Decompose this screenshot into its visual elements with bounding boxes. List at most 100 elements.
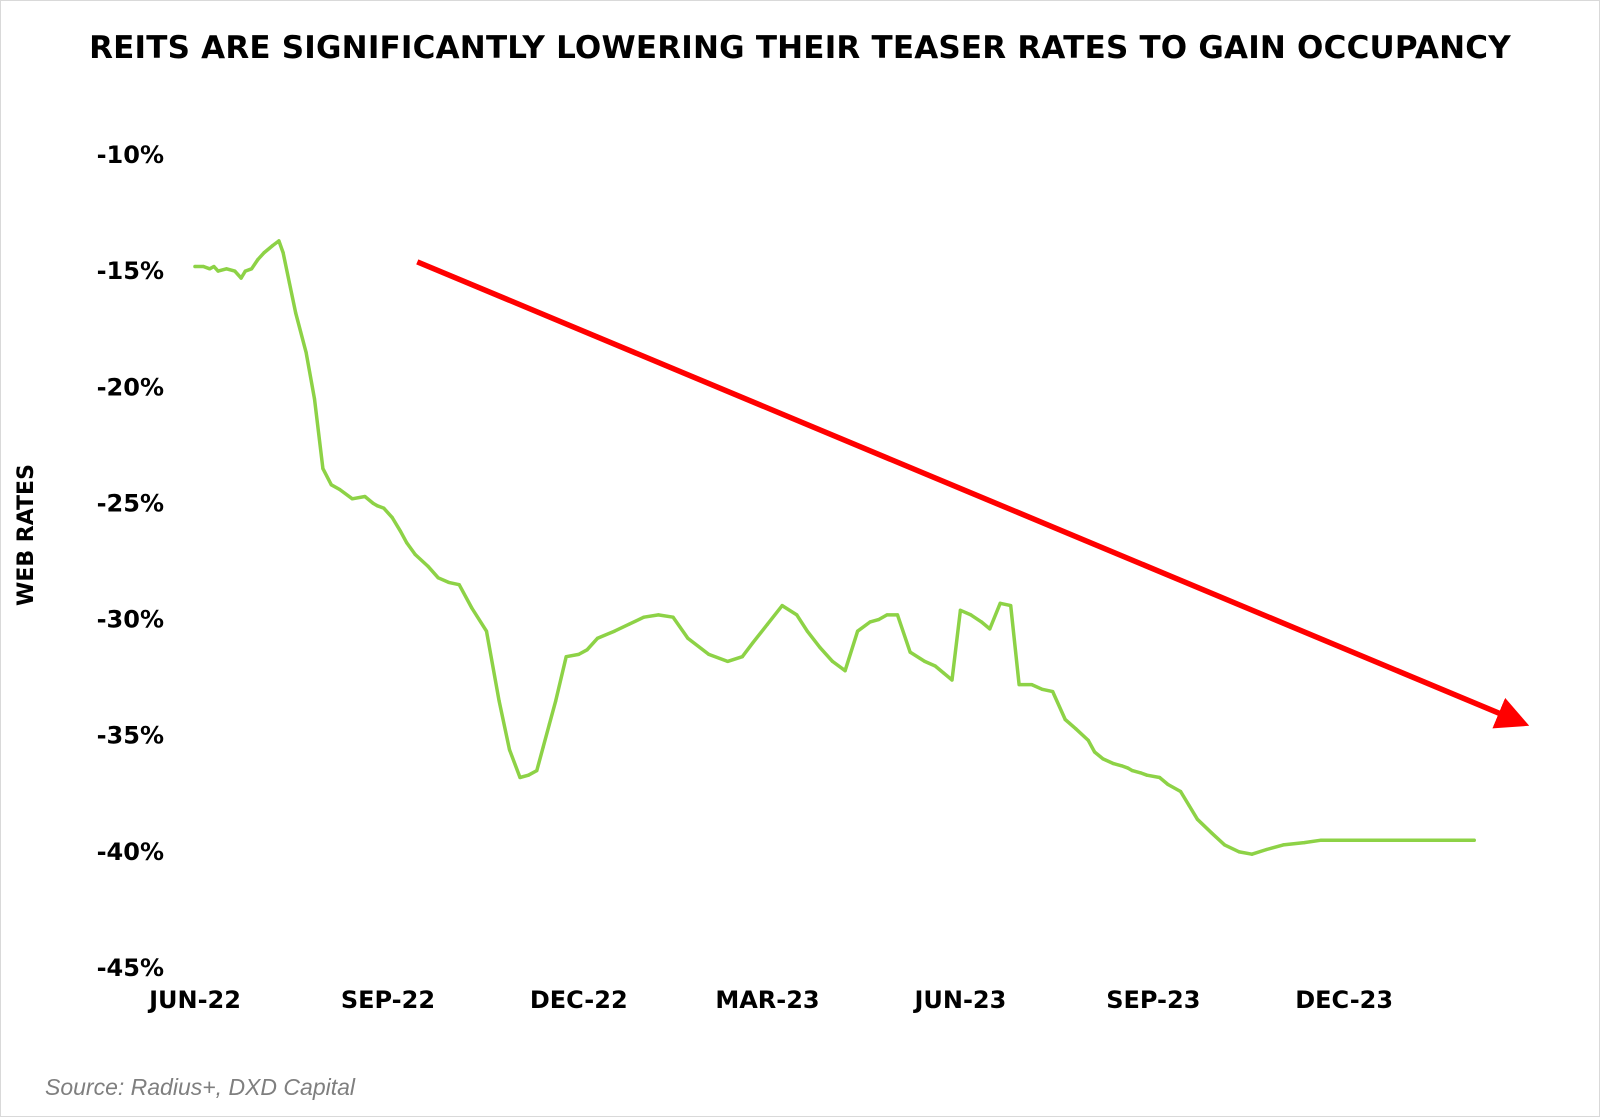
data-point <box>382 506 386 510</box>
data-point <box>795 613 799 617</box>
data-point <box>1265 847 1269 852</box>
data-point <box>329 483 333 487</box>
data-point <box>1357 838 1361 842</box>
data-point <box>877 618 881 622</box>
annotation-layer <box>416 259 1530 729</box>
data-point <box>390 515 394 520</box>
x-tick-label: JUN-23 <box>912 986 1006 1014</box>
data-point <box>457 583 461 587</box>
data-point <box>933 664 937 668</box>
data-point <box>193 264 197 269</box>
y-tick-label: -30% <box>97 606 164 634</box>
x-tick-label: SEP-22 <box>341 986 435 1014</box>
x-tick-label: DEC-22 <box>530 986 628 1014</box>
data-point <box>1063 717 1067 722</box>
data-point <box>1342 838 1346 842</box>
data-point <box>612 629 617 633</box>
data-point <box>526 773 531 777</box>
data-point <box>1166 782 1170 787</box>
data-point <box>212 264 216 269</box>
data-point <box>585 648 589 652</box>
data-point <box>1130 769 1134 773</box>
data-point <box>1030 683 1034 687</box>
data-point <box>642 615 646 619</box>
data-point <box>256 257 260 262</box>
data-point <box>287 281 291 285</box>
data-point <box>413 552 417 557</box>
data-point <box>596 636 600 640</box>
data-point <box>1371 838 1376 842</box>
data-point <box>1332 838 1336 842</box>
x-tick-label: DEC-23 <box>1295 986 1393 1014</box>
data-point <box>484 629 489 633</box>
series-layer <box>193 239 1476 856</box>
y-axis-label: WEB RATES <box>14 464 39 606</box>
data-point <box>243 269 247 273</box>
data-point <box>1195 817 1199 821</box>
data-point <box>239 276 243 280</box>
data-point <box>363 494 367 499</box>
data-point <box>447 580 451 585</box>
data-point <box>726 659 730 664</box>
data-point <box>707 652 711 657</box>
y-tick-label: -25% <box>97 489 164 517</box>
y-axis-ticks: -10% -15% -20% -25% -30% -35% -40% -45% <box>97 141 164 982</box>
data-point <box>1126 766 1130 770</box>
data-point <box>843 669 847 673</box>
data-point <box>1428 838 1432 842</box>
data-point <box>1187 803 1191 808</box>
data-point <box>1302 841 1306 845</box>
data-point <box>656 613 661 617</box>
data-point <box>1009 604 1013 608</box>
x-axis-ticks: JUN-22 SEP-22 DEC-22 MAR-23 JUN-23 SEP-23 DEC-… <box>147 986 1393 1014</box>
data-point <box>250 267 254 271</box>
data-point <box>208 267 212 271</box>
y-tick-label: -45% <box>97 954 164 982</box>
x-tick-label: MAR-23 <box>715 986 819 1014</box>
data-point <box>1460 838 1464 842</box>
data-point <box>979 620 984 624</box>
y-tick-label: -20% <box>97 373 164 401</box>
data-point <box>577 652 581 657</box>
data-point <box>281 251 285 255</box>
data-point <box>371 501 375 505</box>
data-point <box>627 622 631 626</box>
data-point <box>969 613 973 617</box>
data-point <box>338 487 342 492</box>
x-tick-label: JUN-22 <box>147 986 241 1014</box>
data-point <box>426 564 430 568</box>
data-point <box>201 264 205 269</box>
data-point <box>885 613 889 617</box>
data-point <box>908 650 912 654</box>
data-point <box>304 350 308 354</box>
source-note: Source: Radius+, DXD Capital <box>45 1074 356 1100</box>
data-point <box>1040 687 1044 691</box>
data-point <box>1120 764 1124 768</box>
y-tick-label: -10% <box>97 141 164 169</box>
data-point <box>1451 838 1455 842</box>
data-point <box>895 613 900 617</box>
data-point <box>1139 771 1143 775</box>
data-point <box>765 622 770 626</box>
data-point <box>805 629 809 633</box>
data-point <box>262 251 266 255</box>
data-point <box>1017 683 1021 687</box>
data-point <box>856 629 860 633</box>
data-point <box>405 541 409 545</box>
data-point <box>868 620 872 624</box>
data-point <box>830 659 835 664</box>
data-point <box>1093 750 1097 754</box>
data-point <box>294 311 298 315</box>
data-point <box>1210 831 1214 835</box>
data-point <box>942 671 946 675</box>
data-point <box>1237 850 1241 854</box>
data-point <box>547 722 552 726</box>
data-point <box>958 608 963 612</box>
data-point <box>1319 838 1323 842</box>
data-point <box>1158 775 1162 780</box>
data-point <box>1074 727 1078 731</box>
data-point <box>923 659 927 664</box>
data-point <box>436 576 440 580</box>
y-tick-label: -15% <box>97 257 164 285</box>
data-point <box>554 699 558 703</box>
